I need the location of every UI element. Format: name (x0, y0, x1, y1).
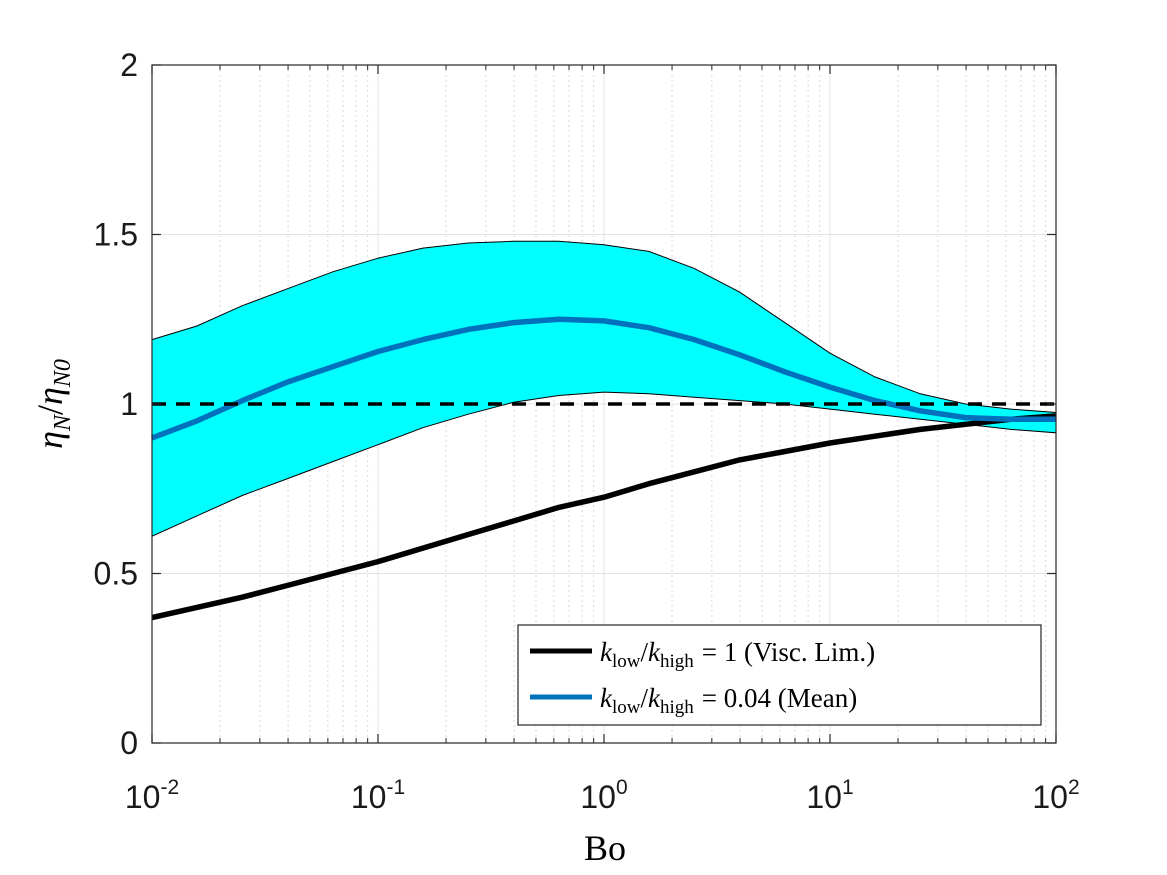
x-tick-label: 10-1 (351, 776, 405, 815)
y-tick-label: 1.5 (94, 217, 138, 253)
legend-label-visc: klow/khigh = 1 (Visc. Lim.) (600, 637, 875, 672)
legend-label-mean: klow/khigh = 0.04 (Mean) (600, 683, 857, 718)
legend-box (517, 624, 1042, 726)
svg-text:ηN/ηN0: ηN/ηN0 (30, 359, 76, 449)
y-label-sub: N (50, 413, 76, 432)
axes (151, 64, 1057, 744)
legend: klow/khigh = 1 (Visc. Lim.) klow/khigh = 0… (517, 624, 1042, 726)
x-tick-label: 100 (580, 776, 627, 815)
series-lines (151, 316, 1057, 621)
x-tick-label: 102 (1032, 776, 1079, 815)
y-label-sub2: N0 (50, 359, 76, 388)
series-line-mean (151, 316, 1056, 441)
tick-labels: 0 0.5 1 1.5 2 10-2 10-1 100 101 102 (94, 47, 1080, 815)
y-axis-label: ηN/ηN0 (30, 359, 76, 449)
y-tick-label: 1 (120, 386, 138, 422)
y-label-eta: η (30, 431, 70, 449)
x-axis-label: Bo (584, 828, 626, 868)
y-tick-label: 0.5 (94, 556, 138, 592)
y-label-eta2: η (30, 387, 70, 405)
y-tick-label: 0 (120, 725, 138, 761)
y-tick-label: 2 (120, 47, 138, 83)
series-line-visc (151, 413, 1057, 621)
x-tick-label: 101 (806, 776, 853, 815)
x-tick-label: 10-2 (125, 776, 179, 815)
y-label-sep: / (30, 405, 70, 415)
